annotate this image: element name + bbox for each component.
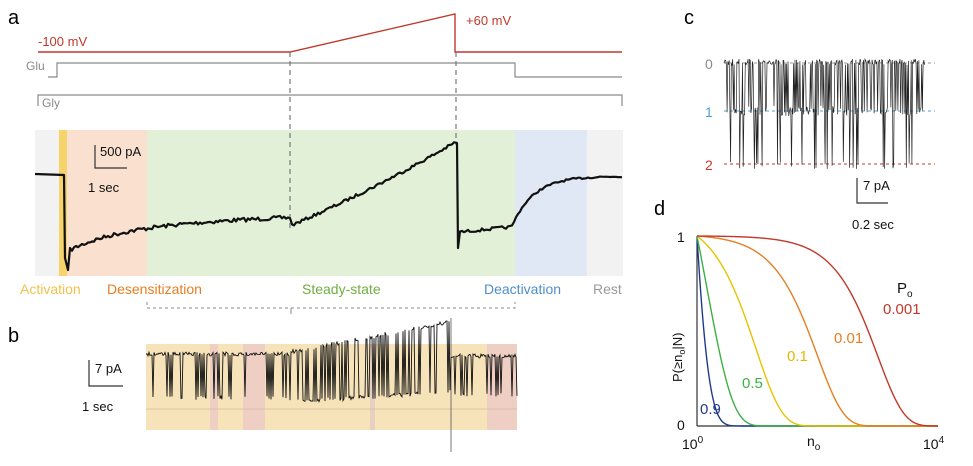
phase-label-steady-state: Steady-state [302,281,381,297]
phase-label-activation: Activation [20,281,81,297]
series-label-0.9: 0.9 [700,401,721,418]
level-2-label: 2 [705,157,713,173]
x-tick-max: 104 [923,435,945,452]
gly-application: Gly [37,94,623,110]
panel-d-label: d [654,198,665,220]
zoom-bracket [146,302,516,309]
curve-po-0.01 [696,235,938,427]
phase-label-desensitization: Desensitization [107,281,202,297]
panel-a-label: a [8,7,20,29]
scale-time-a: 1 sec [88,180,120,195]
curve-po-0.9 [696,235,938,427]
series-label-0.1: 0.1 [787,348,808,365]
phase-shading [35,130,623,276]
glu-application: Glu [26,59,622,78]
x-axis-label: no [807,433,821,453]
voltage-high-label: +60 mV [466,13,511,28]
curve-po-0.1 [696,235,938,427]
gly-label: Gly [42,96,60,110]
probability-curves [696,235,938,427]
curve-po-0.001 [696,235,938,427]
series-label-0.01: 0.01 [834,330,863,347]
glu-label: Glu [26,59,45,73]
scale-current-c: 7 pA [863,178,890,193]
level-1-label: 1 [705,104,713,120]
phase-label-deactivation: Deactivation [484,281,561,297]
curve-po-0.5 [696,235,938,427]
y-axis-label: P(≥no|N) [670,333,687,383]
legend-title: Po [897,280,913,300]
scale-bar-a: 500 pA 1 sec [88,144,142,195]
x-tick-min: 100 [682,435,704,452]
scale-time-b: 1 sec [82,399,114,414]
whole-cell-current-trace [34,141,623,272]
voltage-low-label: -100 mV [38,34,87,49]
scale-bar-b: 7 pA 1 sec [82,360,123,414]
scale-bar-c: 7 pA 0.2 sec [852,178,894,232]
scale-current-a: 500 pA [100,144,142,159]
series-label-0.001: 0.001 [883,301,921,318]
level-0-label: 0 [705,56,713,72]
multi-channel-trace [723,57,925,169]
voltage-protocol: -100 mV +60 mV [38,13,622,53]
single-channel-trace [145,320,518,403]
panel-b-label: b [8,325,19,347]
scale-time-c: 0.2 sec [852,217,894,232]
series-label-0.5: 0.5 [742,375,763,392]
y-tick-0: 0 [677,417,685,433]
phase-label-rest: Rest [593,281,622,297]
panel-d-axes [696,236,938,427]
panel-c-label: c [684,7,694,29]
y-tick-1: 1 [677,229,685,245]
scale-current-b: 7 pA [95,361,122,376]
